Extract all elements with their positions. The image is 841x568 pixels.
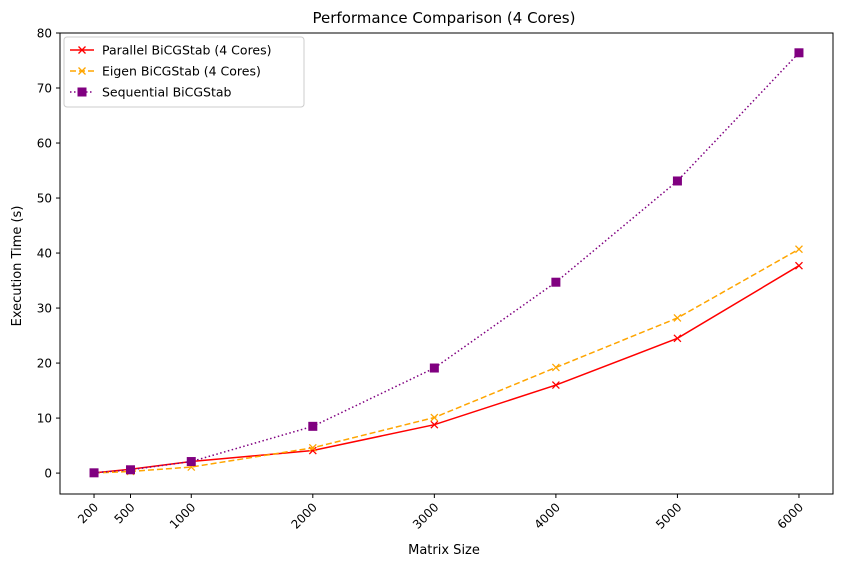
data-point-series-3 — [429, 363, 439, 373]
legend-item-1: Parallel BiCGStab (4 Cores) — [70, 43, 272, 58]
y-tick-label: 40 — [37, 247, 52, 261]
data-point-series-3 — [551, 277, 561, 287]
legend-marker — [78, 67, 86, 75]
data-point-series-1 — [430, 420, 439, 429]
legend-marker — [78, 46, 86, 54]
series-line-2 — [93, 248, 800, 474]
legend-box — [63, 36, 305, 108]
data-point-series-1 — [795, 261, 803, 270]
x-tick-label: 5000 — [653, 500, 684, 531]
y-tick-label: 80 — [37, 27, 52, 41]
data-point-series-3 — [308, 421, 318, 431]
legend-label: Sequential BiCGStab — [102, 85, 232, 100]
data-point-series-2 — [308, 443, 317, 452]
data-point-series-2 — [673, 314, 682, 322]
data-point-series-3 — [672, 176, 682, 186]
y-tick-label: 10 — [37, 412, 52, 426]
x-tick-label: 6000 — [775, 500, 806, 531]
x-tick-label: 3000 — [410, 500, 441, 531]
legend-item-3: Sequential BiCGStab — [70, 85, 232, 100]
y-axis: 0 10 20 30 40 50 60 70 80 — [37, 27, 60, 481]
data-point-series-3 — [186, 457, 196, 467]
y-tick-label: 60 — [37, 137, 52, 151]
data-point-series-2 — [551, 363, 560, 372]
legend-label: Parallel BiCGStab (4 Cores) — [102, 43, 272, 58]
y-tick-label: 50 — [37, 192, 52, 206]
y-tick-label: 20 — [37, 357, 52, 371]
data-point-series-3 — [125, 465, 135, 475]
x-tick-label: 500 — [112, 500, 138, 526]
legend-item-2: Eigen BiCGStab (4 Cores) — [70, 64, 261, 79]
chart-title: Performance Comparison (4 Cores) — [313, 9, 576, 27]
y-tick-label: 0 — [44, 467, 52, 481]
plot-frame — [59, 32, 834, 495]
x-tick-label: 200 — [75, 500, 101, 526]
x-axis-label: Matrix Size — [408, 543, 480, 558]
data-point-series-2 — [430, 413, 439, 422]
data-point-series-2 — [795, 245, 803, 254]
y-axis-label: Execution Time (s) — [10, 206, 25, 327]
series-line-1 — [93, 265, 800, 474]
series-line-3 — [93, 52, 800, 474]
data-point-series-3 — [89, 468, 99, 478]
x-tick-label: 1000 — [167, 500, 198, 531]
y-tick-label: 70 — [37, 82, 52, 96]
x-tick-label: 4000 — [532, 500, 563, 531]
legend: Parallel BiCGStab (4 Cores) Eigen BiCGSta… — [63, 36, 305, 108]
plot-area — [59, 32, 834, 495]
data-point-series-1 — [673, 334, 682, 343]
x-axis: 200 500 1000 2000 3000 4000 5000 6000 — [75, 494, 806, 532]
x-tick-label: 2000 — [288, 500, 319, 531]
y-tick-label: 30 — [37, 302, 52, 316]
data-point-series-1 — [551, 381, 560, 390]
legend-label: Eigen BiCGStab (4 Cores) — [102, 64, 261, 79]
legend-marker — [77, 87, 87, 97]
data-point-series-3 — [794, 48, 804, 58]
